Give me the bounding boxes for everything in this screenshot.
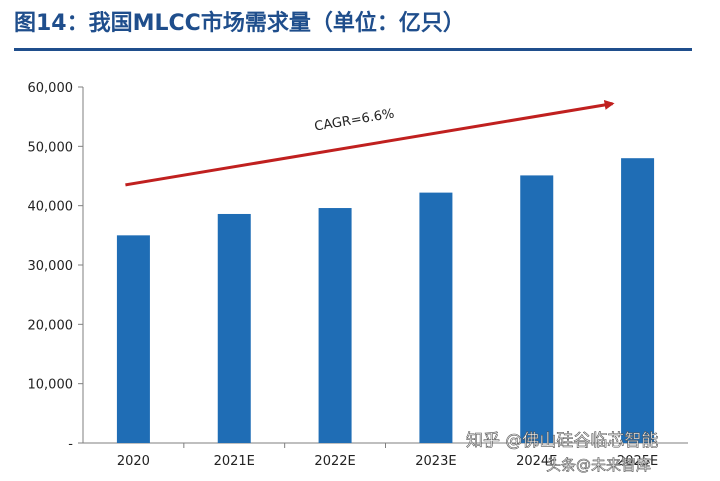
x-tick-label: 2021E bbox=[214, 454, 255, 469]
watermark-line2: 头条@未来智库 bbox=[546, 456, 651, 474]
bar-2020 bbox=[116, 235, 150, 443]
y-tick-label: 10,000 bbox=[28, 378, 74, 393]
chart-title: 图14：我国MLCC市场需求量（单位：亿只） bbox=[14, 11, 465, 36]
x-axis: 2020 2021E 2022E 2023E 2024E 2025E bbox=[83, 442, 688, 469]
bar-2025E bbox=[621, 158, 655, 443]
x-tick-label: 2023E bbox=[415, 454, 456, 469]
x-tick-label: 2025E bbox=[617, 454, 658, 469]
cagr-annotation: CAGR=6.6% bbox=[125, 99, 615, 187]
x-tick-label: 2020 bbox=[117, 454, 150, 469]
y-axis: - 10,000 20,000 30,000 40,000 50,000 60,000 bbox=[28, 81, 84, 452]
y-tick-label: 30,000 bbox=[28, 259, 74, 274]
x-tick-label: 2022E bbox=[314, 454, 355, 469]
cagr-arrow bbox=[125, 99, 615, 187]
bar-2023E bbox=[419, 192, 453, 443]
y-tick-label: 50,000 bbox=[28, 140, 74, 155]
x-tick-label: 2024E bbox=[516, 454, 557, 469]
bar-2021E bbox=[217, 213, 251, 443]
bar-2022E bbox=[318, 208, 352, 443]
y-tick-label: - bbox=[68, 437, 73, 452]
bar-2024E bbox=[520, 175, 554, 443]
y-tick-label: 40,000 bbox=[28, 200, 74, 215]
bars bbox=[116, 158, 655, 443]
watermark-line1: 知乎 @佛山硅谷临芯智能 bbox=[466, 431, 658, 451]
cagr-label: CAGR=6.6% bbox=[313, 107, 395, 135]
title-underline bbox=[14, 48, 692, 51]
y-tick-label: 20,000 bbox=[28, 318, 74, 333]
y-tick-label: 60,000 bbox=[28, 81, 74, 96]
